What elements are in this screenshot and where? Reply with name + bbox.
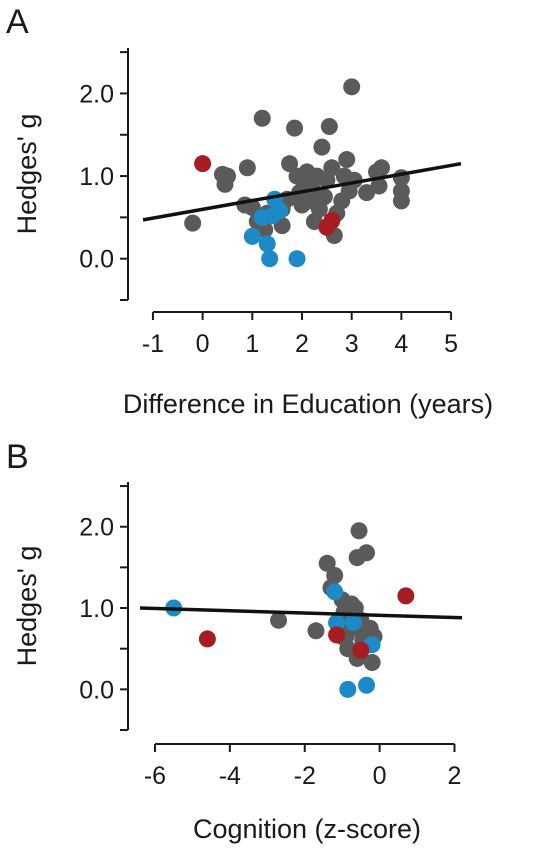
gray-point — [323, 159, 341, 177]
red-point — [198, 630, 216, 648]
x-tick-label: 3 — [345, 330, 359, 358]
gray-point — [338, 151, 356, 169]
y-tick-label: 0.0 — [79, 676, 114, 704]
x-tick-label: 2 — [448, 762, 462, 790]
blue-point — [288, 250, 306, 268]
red-point — [397, 587, 415, 605]
panel-b-chart: 0.0 1.0 2.0 -6 -4 -2 0 2 Cognition (z-score) Hedg… — [12, 482, 463, 844]
y-axis-title: Hedges' g — [12, 546, 42, 667]
gray-point — [318, 554, 336, 572]
gray-point — [286, 119, 304, 137]
gray-point — [326, 567, 344, 585]
fit-line — [139, 606, 463, 620]
x-tick-label: -2 — [294, 762, 316, 790]
gray-point — [358, 184, 376, 202]
fit-line — [142, 161, 462, 222]
y-tick-label: 2.0 — [79, 514, 114, 542]
gray-point — [238, 159, 256, 177]
gray-point — [218, 167, 236, 185]
blue-point — [261, 250, 279, 268]
panel-b-letter: B — [6, 438, 29, 476]
gray-point — [392, 192, 410, 210]
red-point — [328, 626, 346, 644]
blue-point — [271, 202, 289, 220]
x-axis-title: Difference in Education (years) — [123, 389, 493, 419]
blue-point — [344, 614, 362, 632]
gray-point — [313, 138, 331, 156]
panel-a-letter: A — [6, 3, 29, 41]
blue-point — [339, 680, 357, 698]
x-tick-label: -4 — [219, 762, 241, 790]
blue-point — [358, 676, 376, 694]
x-tick-label: 2 — [295, 330, 309, 358]
gray-point — [363, 654, 381, 672]
x-tick-label: -6 — [144, 762, 166, 790]
x-tick-label: 0 — [196, 330, 210, 358]
blue-point — [258, 235, 276, 253]
x-tick-label: -1 — [142, 330, 164, 358]
gray-point — [184, 214, 202, 232]
red-point — [323, 212, 341, 230]
gray-point — [373, 159, 390, 177]
blue-point — [243, 227, 261, 245]
gray-point — [270, 611, 288, 629]
x-tick-label: 0 — [373, 762, 387, 790]
red-point — [352, 641, 370, 659]
y-tick-label: 1.0 — [79, 163, 114, 191]
panel-a-chart: 0.0 1.0 2.0 -1 0 1 2 3 4 5 Difference in Education… — [12, 48, 493, 419]
x-tick-label: 1 — [245, 330, 259, 358]
gray-point — [320, 117, 338, 135]
blue-point — [328, 614, 346, 632]
gray-point — [281, 155, 299, 173]
gray-point — [307, 622, 325, 640]
x-axis-title: Cognition (z-score) — [193, 814, 421, 844]
x-tick-label: 5 — [444, 330, 458, 358]
gray-point — [358, 544, 376, 562]
y-tick-label: 0.0 — [79, 246, 114, 274]
y-tick-label: 1.0 — [79, 595, 114, 623]
gray-point — [315, 188, 333, 206]
blue-point — [326, 583, 344, 601]
gray-point — [350, 522, 368, 540]
red-point — [194, 155, 212, 173]
gray-point — [253, 109, 271, 127]
gray-point — [370, 177, 388, 195]
x-tick-label: 4 — [394, 330, 408, 358]
y-tick-label: 2.0 — [79, 80, 114, 108]
gray-point — [343, 78, 361, 96]
y-axis-title: Hedges' g — [12, 114, 42, 235]
